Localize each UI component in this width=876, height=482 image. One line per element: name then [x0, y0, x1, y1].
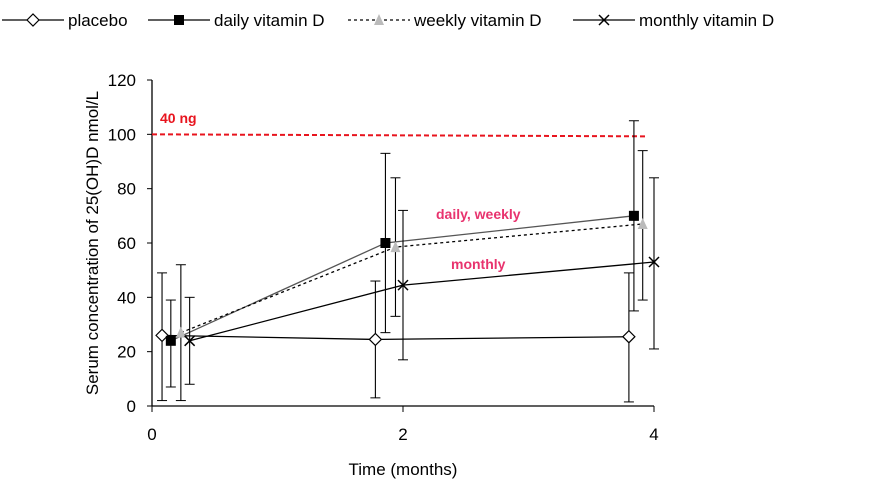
- legend-label: placebo: [68, 11, 128, 30]
- legend-label: daily vitamin D: [214, 11, 325, 30]
- x-tick-label: 2: [398, 425, 407, 444]
- data-point: [368, 332, 383, 347]
- series-monthly-vitamin-D: [184, 177, 660, 385]
- legend-item: weekly vitamin D: [348, 11, 542, 30]
- data-point: [165, 335, 176, 346]
- data-point: [628, 210, 639, 221]
- y-tick-label: 0: [127, 397, 136, 416]
- data-point: [622, 329, 636, 344]
- data-point: [155, 328, 169, 343]
- y-tick-label: 60: [117, 234, 136, 253]
- reference-line: [151, 133, 646, 138]
- data-point: [184, 335, 196, 347]
- y-tick-label: 40: [117, 288, 136, 307]
- y-tick-label: 100: [108, 125, 136, 144]
- x-tick-label: 0: [147, 425, 156, 444]
- legend-marker: [374, 14, 384, 25]
- y-tick-label: 80: [117, 180, 136, 199]
- y-axis-label: Serum concentration of 25(OH)D nmol/L: [83, 91, 102, 395]
- x-tick-label: 4: [649, 425, 658, 444]
- series-daily-vitamin-D: [165, 120, 639, 388]
- legend-item: monthly vitamin D: [573, 11, 774, 30]
- series-weekly-vitamin-D: [175, 150, 648, 402]
- annotation-daily-weekly: daily, weekly: [436, 206, 521, 222]
- legend-label: weekly vitamin D: [413, 11, 542, 30]
- series-line: [170, 215, 634, 342]
- data-point: [637, 217, 648, 229]
- legend: placebo daily vitamin D weekly vitamin D mo…: [2, 11, 774, 30]
- legend-item: placebo: [2, 11, 128, 30]
- data-point: [175, 326, 186, 338]
- series-line: [162, 334, 629, 341]
- legend-marker: [598, 14, 610, 26]
- reference-line-label: 40 ng: [160, 110, 197, 126]
- series-line: [180, 223, 643, 334]
- y-tick-label: 20: [117, 343, 136, 362]
- legend-item: daily vitamin D: [148, 11, 325, 30]
- x-axis-label: Time (months): [349, 460, 458, 479]
- data-point: [648, 256, 660, 268]
- data-point: [380, 238, 391, 248]
- data-point: [390, 241, 401, 253]
- legend-marker: [26, 13, 40, 27]
- data-point: [397, 279, 409, 291]
- legend-label: monthly vitamin D: [639, 11, 774, 30]
- y-tick-label: 120: [108, 71, 136, 90]
- series-placebo: [155, 272, 636, 403]
- annotation-monthly: monthly: [451, 256, 506, 272]
- plot-area: [151, 120, 660, 403]
- legend-marker: [174, 15, 184, 25]
- axes: 0 20 40 60 80 100 120 0 2 4: [108, 71, 659, 444]
